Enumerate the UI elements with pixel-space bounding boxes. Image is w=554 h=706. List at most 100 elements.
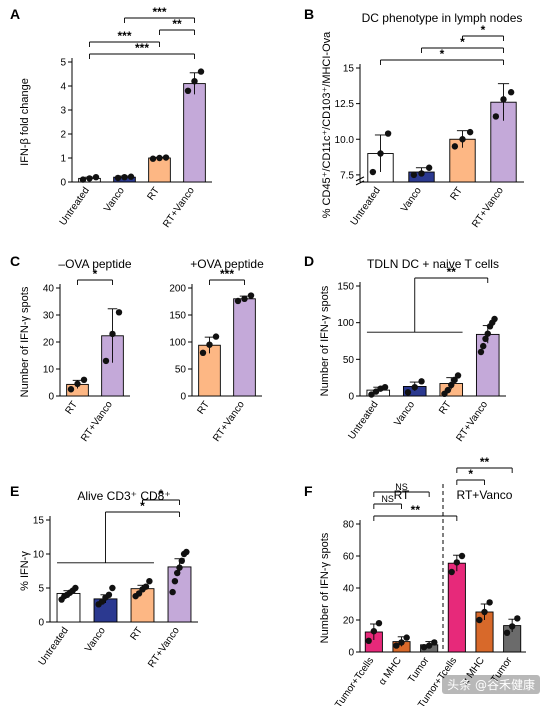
bar-rt-vanco bbox=[233, 298, 256, 397]
data-point bbox=[199, 349, 207, 356]
data-point bbox=[459, 136, 466, 143]
y-tick-label: 1 bbox=[60, 154, 66, 165]
data-point bbox=[206, 341, 213, 348]
significance-label: * bbox=[481, 23, 486, 37]
y-axis-label: IFN-β fold change bbox=[19, 78, 31, 166]
panel-label-d: D bbox=[304, 253, 315, 269]
data-point bbox=[102, 357, 110, 365]
y-tick-label: 0 bbox=[38, 618, 44, 629]
significance-label: * bbox=[159, 487, 164, 501]
y-tick-label: 80 bbox=[343, 520, 355, 531]
significance-label: *** bbox=[135, 41, 149, 55]
significance-label: ** bbox=[447, 265, 457, 279]
data-point bbox=[466, 128, 474, 136]
data-point bbox=[115, 309, 123, 316]
panel-label-a: A bbox=[10, 6, 21, 22]
data-point bbox=[384, 130, 392, 137]
chart-e: Alive CD3⁺ CD8⁺ 0 5 10 15 % IFN-γ Untreated Van… bbox=[19, 487, 198, 670]
y-tick-label: 10 bbox=[43, 365, 55, 376]
data-point bbox=[72, 584, 79, 592]
axis-break bbox=[355, 176, 365, 182]
y-tick-label: 15 bbox=[33, 516, 45, 527]
x-tick-label: RT bbox=[128, 625, 145, 642]
data-point bbox=[109, 584, 116, 592]
y-tick-label: 0 bbox=[60, 178, 66, 189]
data-point bbox=[174, 569, 181, 577]
chart-title: Alive CD3⁺ CD8⁺ bbox=[77, 489, 170, 503]
significance-label: NS bbox=[381, 494, 394, 504]
y-tick-label: 50 bbox=[343, 355, 355, 366]
x-tick-label: RT bbox=[437, 399, 454, 416]
y-tick-label: 0 bbox=[348, 392, 354, 403]
y-tick-label: 0 bbox=[348, 648, 354, 659]
y-tick-label: 4 bbox=[60, 82, 66, 93]
data-point bbox=[369, 168, 377, 176]
data-point bbox=[410, 171, 418, 179]
x-tick-label: Untreated bbox=[37, 625, 71, 667]
chart-title: +OVA peptide bbox=[190, 257, 264, 271]
y-tick-label: 150 bbox=[169, 311, 186, 322]
data-point bbox=[481, 608, 488, 616]
y-axis-label: % IFN-γ bbox=[19, 551, 31, 591]
chart-d: TDLN DC + naive T cells 0 50 100 150 Number o… bbox=[319, 257, 506, 444]
significance-label: * bbox=[460, 35, 465, 49]
data-point bbox=[368, 391, 375, 398]
y-tick-label: 50 bbox=[175, 365, 187, 376]
chart-b: DC phenotype in lymph nodes 7.5 10.0 12.5 15… bbox=[321, 11, 524, 230]
data-point bbox=[171, 578, 179, 585]
y-tick-label: 2 bbox=[60, 130, 66, 141]
y-tick-label: 5 bbox=[60, 58, 66, 69]
significance-label: * bbox=[468, 467, 473, 481]
y-tick-label: 3 bbox=[60, 106, 66, 117]
data-point bbox=[476, 616, 483, 624]
x-tick-label: RT+Vanco bbox=[454, 399, 490, 444]
watermark: 头条 @谷禾健康 bbox=[442, 675, 540, 694]
x-tick-label: RT+Vanco bbox=[79, 399, 115, 444]
chart-a: 0 1 2 3 4 5 IFN-β fold change Untreated Vanco RT R… bbox=[19, 5, 212, 230]
significance-label: ** bbox=[480, 455, 490, 469]
bar-tumor-tcells bbox=[447, 562, 466, 653]
y-tick-label: 20 bbox=[343, 616, 355, 627]
data-point bbox=[425, 642, 433, 649]
data-point bbox=[486, 599, 493, 606]
data-point bbox=[431, 639, 438, 646]
data-point bbox=[184, 87, 192, 95]
significance-label: *** bbox=[220, 267, 234, 281]
data-point bbox=[393, 642, 400, 649]
data-point bbox=[121, 174, 128, 181]
x-tick-label: Untreated bbox=[347, 399, 381, 441]
data-point bbox=[381, 384, 389, 391]
data-point bbox=[418, 378, 425, 385]
y-tick-label: 40 bbox=[43, 284, 55, 295]
chart-c1: –OVA peptide 0 10 20 30 40 Number of IFN-γ spo… bbox=[19, 257, 132, 444]
y-tick-label: 0 bbox=[48, 392, 54, 403]
y-axis-label: Number of IFN-γ spots bbox=[19, 286, 31, 397]
y-tick-label: 20 bbox=[43, 338, 55, 349]
chart-title: DC phenotype in lymph nodes bbox=[362, 11, 523, 25]
y-tick-label: 60 bbox=[343, 552, 355, 563]
data-point bbox=[418, 170, 425, 177]
data-point bbox=[448, 568, 455, 576]
x-tick-label: RT bbox=[63, 399, 80, 416]
data-point bbox=[365, 637, 372, 644]
data-point bbox=[425, 164, 433, 171]
group-label-rt-vanco: RT+Vanco bbox=[457, 488, 513, 502]
data-point bbox=[74, 380, 81, 388]
y-tick-label: 150 bbox=[337, 282, 354, 293]
data-point bbox=[484, 330, 491, 337]
x-tick-label: RT+Vanco bbox=[161, 185, 197, 230]
data-point bbox=[80, 376, 88, 383]
data-point bbox=[176, 564, 183, 571]
x-tick-label: Untreated bbox=[58, 185, 92, 227]
y-tick-label: 30 bbox=[43, 311, 55, 322]
x-tick-label: RT bbox=[145, 185, 162, 202]
x-tick-label: RT+Vanco bbox=[211, 399, 247, 444]
data-point bbox=[508, 623, 516, 630]
significance-label: ** bbox=[411, 503, 421, 517]
data-point bbox=[86, 175, 93, 182]
data-point bbox=[149, 155, 157, 162]
chart-title: –OVA peptide bbox=[58, 257, 131, 271]
data-point bbox=[127, 173, 135, 180]
data-point bbox=[169, 588, 176, 596]
data-point bbox=[212, 333, 220, 340]
